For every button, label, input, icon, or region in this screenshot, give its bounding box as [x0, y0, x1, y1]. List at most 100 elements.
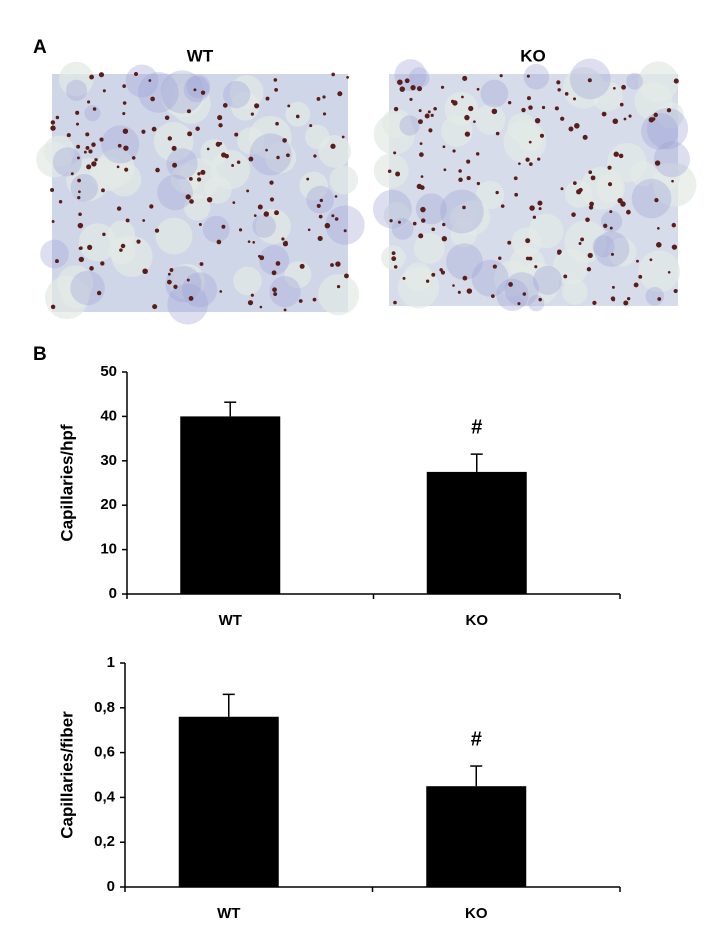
- capillary: [582, 134, 588, 140]
- fiber: [552, 248, 589, 285]
- capillary: [417, 119, 423, 125]
- capillary: [274, 210, 279, 216]
- capillary: [282, 241, 289, 247]
- capillary: [391, 251, 396, 256]
- capillary: [79, 246, 83, 250]
- capillary: [50, 187, 55, 192]
- capillary: [167, 279, 172, 285]
- capillary: [671, 222, 677, 228]
- capillary: [102, 232, 106, 237]
- capillary: [409, 97, 413, 101]
- stain: [399, 115, 420, 136]
- capillary: [344, 273, 349, 279]
- capillary: [560, 116, 565, 121]
- fiber: [96, 148, 135, 187]
- capillary: [299, 263, 305, 269]
- capillary: [99, 137, 104, 142]
- capillary: [499, 74, 503, 78]
- capillary: [87, 244, 93, 250]
- capillary: [649, 258, 653, 262]
- x-tick-label: WT: [217, 905, 240, 922]
- capillary: [199, 262, 204, 266]
- stain: [593, 231, 630, 267]
- capillary: [528, 256, 533, 261]
- stain: [440, 189, 484, 234]
- capillary: [313, 154, 317, 158]
- capillary: [452, 149, 456, 153]
- stain: [471, 259, 509, 297]
- capillary: [273, 292, 278, 297]
- image-title: KO: [520, 46, 546, 65]
- capillary: [306, 177, 310, 181]
- y-tick-label: 0,4: [94, 788, 116, 805]
- stain: [523, 63, 550, 90]
- capillary: [151, 126, 157, 132]
- fiber: [634, 82, 673, 121]
- capillary: [152, 304, 158, 310]
- capillary: [554, 106, 559, 111]
- capillary: [66, 133, 71, 138]
- capillary: [612, 118, 619, 125]
- capillary: [571, 212, 576, 217]
- capillary: [491, 294, 495, 299]
- capillary: [265, 148, 268, 152]
- capillary: [539, 133, 545, 138]
- fiber: [652, 163, 697, 207]
- capillary: [98, 72, 105, 78]
- capillary: [462, 75, 468, 81]
- stain: [70, 270, 105, 306]
- capillary: [518, 162, 521, 165]
- stain: [372, 189, 412, 229]
- stain: [641, 112, 679, 150]
- capillary: [574, 123, 580, 129]
- capillary: [206, 196, 213, 203]
- capillary: [309, 124, 313, 128]
- capillary: [324, 222, 331, 229]
- capillary: [148, 79, 152, 82]
- fiber: [450, 221, 477, 248]
- capillary: [248, 156, 254, 162]
- capillary: [92, 107, 97, 111]
- capillary: [247, 300, 254, 306]
- capillary: [475, 152, 480, 156]
- capillary: [420, 185, 425, 190]
- capillary: [167, 272, 171, 276]
- capillary: [529, 205, 535, 211]
- capillary: [563, 274, 568, 279]
- capillary: [75, 110, 80, 115]
- capillary: [164, 115, 170, 121]
- stain: [52, 147, 82, 177]
- stain: [138, 72, 179, 113]
- bar: [426, 471, 527, 594]
- capillary: [218, 123, 223, 128]
- fiber: [170, 83, 211, 124]
- capillary: [272, 287, 277, 293]
- fiber: [284, 261, 312, 289]
- capillary: [337, 91, 343, 97]
- capillary: [623, 300, 629, 306]
- capillary: [253, 214, 257, 217]
- capillary: [276, 155, 280, 160]
- capillary: [316, 203, 321, 208]
- capillary: [538, 297, 542, 302]
- fiber: [329, 165, 359, 195]
- capillary: [609, 226, 613, 230]
- capillary: [391, 256, 397, 262]
- capillary: [257, 204, 263, 210]
- capillary: [341, 135, 345, 139]
- capillary: [78, 256, 85, 263]
- stain: [252, 214, 276, 238]
- stain: [65, 79, 88, 101]
- stain: [70, 173, 99, 202]
- x-tick-label: KO: [465, 905, 488, 922]
- fiber: [305, 124, 330, 150]
- capillary: [274, 87, 279, 92]
- capillary: [397, 79, 403, 85]
- capillary: [221, 152, 227, 158]
- capillary: [419, 142, 423, 146]
- capillary: [673, 289, 678, 294]
- stain: [496, 278, 529, 312]
- capillary: [331, 72, 335, 77]
- capillary: [462, 275, 468, 281]
- capillary: [424, 113, 430, 119]
